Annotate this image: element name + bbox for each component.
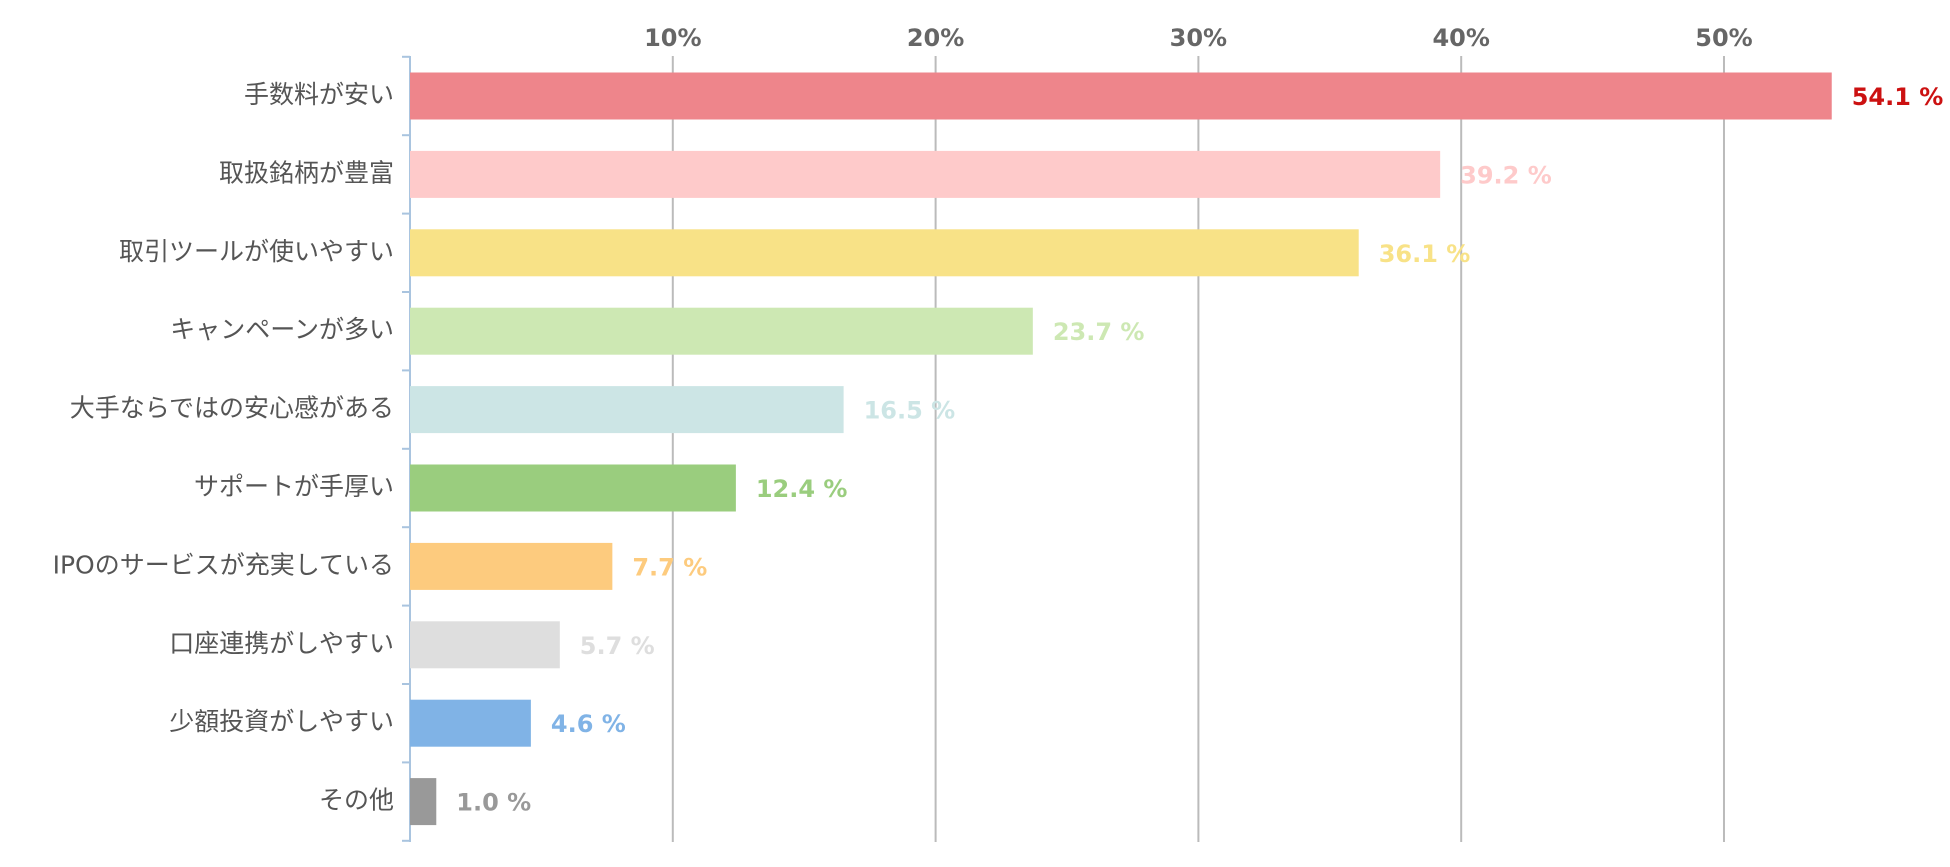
bar (410, 229, 1359, 277)
x-tick-label: 50% (1695, 24, 1752, 52)
x-tick-label: 30% (1170, 24, 1227, 52)
value-label: 23.7 % (1053, 318, 1145, 346)
x-tick-label: 20% (907, 24, 964, 52)
bar (410, 386, 844, 434)
value-label: 54.1 % (1852, 83, 1944, 111)
y-tick-label: 取扱銘柄が豊富 (219, 158, 394, 187)
value-label: 7.7 % (632, 553, 707, 581)
y-tick-label: 大手ならではの安心感がある (70, 394, 394, 423)
value-label: 16.5 % (864, 397, 956, 425)
bar (410, 778, 437, 826)
value-label: 4.6 % (551, 710, 626, 738)
y-tick-label: IPOのサービスが充実している (53, 550, 394, 579)
bar (410, 150, 1441, 198)
y-tick-label: 口座連携がしやすい (169, 629, 394, 658)
value-label: 1.0 % (456, 789, 531, 817)
bar (410, 307, 1033, 355)
value-label: 36.1 % (1379, 240, 1471, 268)
bar (410, 699, 531, 747)
x-tick-label: 10% (644, 24, 701, 52)
y-tick-label: その他 (319, 786, 394, 815)
y-tick-label: 少額投資がしやすい (169, 707, 394, 736)
y-tick-label: 取引ツールが使いやすい (119, 237, 394, 266)
bar (410, 464, 736, 512)
bar (410, 621, 560, 669)
value-label: 5.7 % (580, 632, 655, 660)
y-tick-label: キャンペーンが多い (170, 315, 394, 344)
value-label: 12.4 % (756, 475, 848, 503)
y-tick-label: 手数料が安い (244, 80, 394, 109)
bar (410, 542, 613, 590)
value-label: 39.2 % (1460, 161, 1552, 189)
y-tick-label: サポートが手厚い (194, 472, 394, 501)
x-tick-label: 40% (1432, 24, 1489, 52)
bar (410, 72, 1832, 120)
